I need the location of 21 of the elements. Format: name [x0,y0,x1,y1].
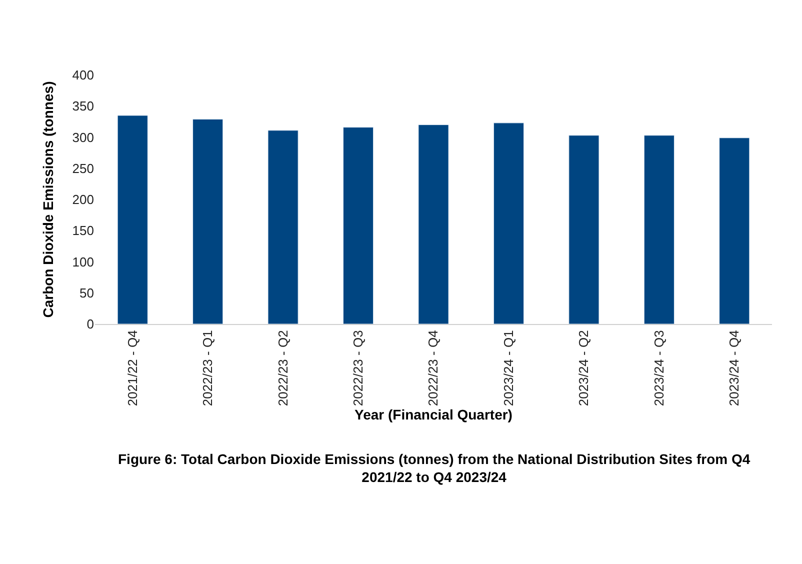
x-tick-label: 2022/23 - Q4 [426,330,441,406]
x-tick-label: 2022/23 - Q2 [275,330,290,406]
x-tick-label: 2023/24 - Q3 [651,330,666,406]
y-tick-label: 300 [72,130,94,145]
y-tick-label: 350 [72,98,94,114]
x-tick-label: 2023/24 - Q1 [500,330,516,406]
y-tick-label: 200 [72,192,94,208]
y-tick-label: 50 [80,285,94,300]
y-axis-title: Carbon Dioxide Emissions (tonnes) [40,81,56,318]
x-tick-label: 2023/24 - Q2 [576,330,592,406]
x-tick-label: 2023/24 - Q4 [726,330,742,406]
x-tick-label: 2022/23 - Q1 [200,330,216,406]
x-tick-label: 2021/22 - Q4 [124,330,140,406]
y-tick-label: 100 [72,254,94,270]
y-tick-label: 0 [86,316,94,332]
y-tick-label: 400 [72,68,94,83]
x-axis-title: Year (Financial Quarter) [354,406,512,422]
y-tick-label: 150 [72,223,94,238]
y-tick-label: 250 [72,160,94,176]
x-tick-label: 2022/23 - Q3 [350,330,366,406]
text: Figure 6: Total Carbon Dioxide Emissions (tonnes) from the National Distribution Sites from Q4 2021/22 to Q4 2023/24 [118,451,750,486]
